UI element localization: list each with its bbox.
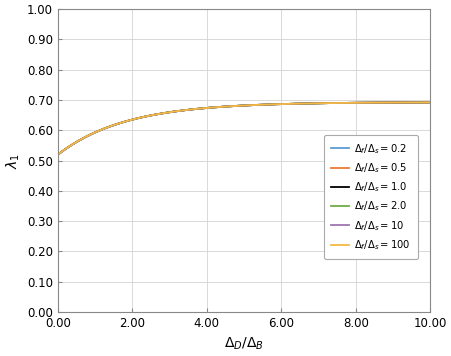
$\Delta_f/\Delta_s = 10$ [428, 100, 433, 105]
X-axis label: $\Delta_D/\Delta_B$: $\Delta_D/\Delta_B$ [224, 335, 264, 352]
Line: $\Delta_f/\Delta_s = 0.5$: $\Delta_f/\Delta_s = 0.5$ [58, 103, 430, 155]
$\Delta_f/\Delta_s = 1.0$ [352, 101, 358, 105]
Legend: $\Delta_f/\Delta_s = 0.2$, $\Delta_f/\Delta_s = 0.5$, $\Delta_f/\Delta_s = 1.0$,: $\Delta_f/\Delta_s = 0.2$, $\Delta_f/\De… [324, 135, 418, 259]
Line: $\Delta_f/\Delta_s = 1.0$: $\Delta_f/\Delta_s = 1.0$ [58, 103, 430, 155]
$\Delta_f/\Delta_s = 1.0$ [428, 100, 433, 105]
$\Delta_f/\Delta_s = 1.0$ [311, 101, 316, 105]
$\Delta_f/\Delta_s = 100$ [352, 101, 358, 105]
$\Delta_f/\Delta_s = 100$ [93, 130, 99, 134]
$\Delta_f/\Delta_s = 2.0$ [219, 105, 225, 109]
$\Delta_f/\Delta_s = 1.0$ [55, 152, 61, 157]
$\Delta_f/\Delta_s = 0.2$ [93, 130, 99, 134]
$\Delta_f/\Delta_s = 0.5$ [345, 101, 351, 105]
$\Delta_f/\Delta_s = 100$ [311, 101, 316, 105]
$\Delta_f/\Delta_s = 2.0$ [345, 101, 351, 105]
$\Delta_f/\Delta_s = 0.2$ [311, 101, 316, 105]
Line: $\Delta_f/\Delta_s = 0.2$: $\Delta_f/\Delta_s = 0.2$ [58, 103, 430, 155]
$\Delta_f/\Delta_s = 0.5$ [93, 130, 99, 134]
Line: $\Delta_f/\Delta_s = 2.0$: $\Delta_f/\Delta_s = 2.0$ [58, 103, 430, 155]
$\Delta_f/\Delta_s = 1.0$ [206, 106, 211, 110]
$\Delta_f/\Delta_s = 10$ [345, 101, 351, 105]
$\Delta_f/\Delta_s = 2.0$ [352, 101, 358, 105]
$\Delta_f/\Delta_s = 10$ [352, 101, 358, 105]
$\Delta_f/\Delta_s = 100$ [345, 101, 351, 105]
$\Delta_f/\Delta_s = 10$ [219, 105, 225, 109]
$\Delta_f/\Delta_s = 2.0$ [311, 101, 316, 105]
$\Delta_f/\Delta_s = 100$ [206, 106, 211, 110]
$\Delta_f/\Delta_s = 2.0$ [206, 106, 211, 110]
$\Delta_f/\Delta_s = 10$ [93, 130, 99, 134]
$\Delta_f/\Delta_s = 0.2$ [352, 101, 358, 105]
Y-axis label: $\lambda_1$: $\lambda_1$ [4, 153, 22, 169]
$\Delta_f/\Delta_s = 2.0$ [93, 130, 99, 134]
$\Delta_f/\Delta_s = 0.2$ [428, 100, 433, 105]
$\Delta_f/\Delta_s = 10$ [55, 152, 61, 157]
$\Delta_f/\Delta_s = 100$ [55, 152, 61, 157]
$\Delta_f/\Delta_s = 0.2$ [55, 152, 61, 157]
$\Delta_f/\Delta_s = 2.0$ [428, 100, 433, 105]
$\Delta_f/\Delta_s = 100$ [428, 100, 433, 105]
$\Delta_f/\Delta_s = 1.0$ [219, 105, 225, 109]
$\Delta_f/\Delta_s = 0.2$ [345, 101, 351, 105]
$\Delta_f/\Delta_s = 1.0$ [345, 101, 351, 105]
$\Delta_f/\Delta_s = 1.0$ [93, 130, 99, 134]
Line: $\Delta_f/\Delta_s = 100$: $\Delta_f/\Delta_s = 100$ [58, 103, 430, 155]
$\Delta_f/\Delta_s = 10$ [311, 101, 316, 105]
$\Delta_f/\Delta_s = 0.5$ [206, 106, 211, 110]
$\Delta_f/\Delta_s = 10$ [206, 106, 211, 110]
$\Delta_f/\Delta_s = 0.5$ [219, 105, 225, 109]
$\Delta_f/\Delta_s = 0.5$ [428, 100, 433, 105]
$\Delta_f/\Delta_s = 0.5$ [55, 152, 61, 157]
$\Delta_f/\Delta_s = 2.0$ [55, 152, 61, 157]
$\Delta_f/\Delta_s = 0.5$ [311, 101, 316, 105]
$\Delta_f/\Delta_s = 0.2$ [206, 106, 211, 110]
Line: $\Delta_f/\Delta_s = 10$: $\Delta_f/\Delta_s = 10$ [58, 103, 430, 155]
$\Delta_f/\Delta_s = 100$ [219, 105, 225, 109]
$\Delta_f/\Delta_s = 0.2$ [219, 105, 225, 109]
$\Delta_f/\Delta_s = 0.5$ [352, 101, 358, 105]
